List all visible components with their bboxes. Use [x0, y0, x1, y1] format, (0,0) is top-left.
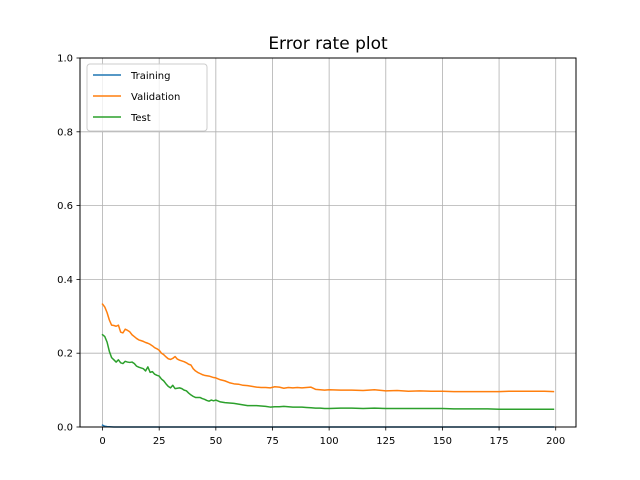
legend-label-training: Training: [130, 71, 170, 82]
series-line-test: [101, 333, 555, 411]
legend-box: [86, 63, 208, 132]
y-tick-label: 1.0: [57, 54, 73, 65]
x-tick-label: 200: [546, 436, 565, 447]
x-tick-label: 0: [99, 436, 105, 447]
y-tick-label: 0.2: [57, 349, 73, 360]
x-tick-label: 100: [320, 436, 339, 447]
legend-label-validation: Validation: [131, 92, 180, 103]
legend-label-test: Test: [130, 113, 151, 124]
legend: Training Validation Test: [86, 63, 208, 132]
x-tick-label: 75: [266, 436, 279, 447]
y-tick-label: 0.0: [57, 423, 73, 434]
x-tick-label: 50: [209, 436, 222, 447]
y-tick-label: 0.6: [57, 201, 73, 212]
x-tick-label: 25: [153, 436, 166, 447]
plot-frame: [79, 57, 577, 428]
x-tick-label: 150: [433, 436, 452, 447]
axis-ticks: 0 25 50 75 100 125 150 175 200 0.0 0.2 0.4 0.6 0.8 1.0: [57, 54, 565, 448]
y-tick-label: 0.8: [57, 127, 73, 138]
series-line-validation: [101, 303, 555, 393]
y-tick-label: 0.4: [57, 275, 73, 286]
x-tick-label: 175: [490, 436, 509, 447]
x-tick-label: 125: [376, 436, 395, 447]
chart-title: Error rate plot: [268, 34, 388, 54]
